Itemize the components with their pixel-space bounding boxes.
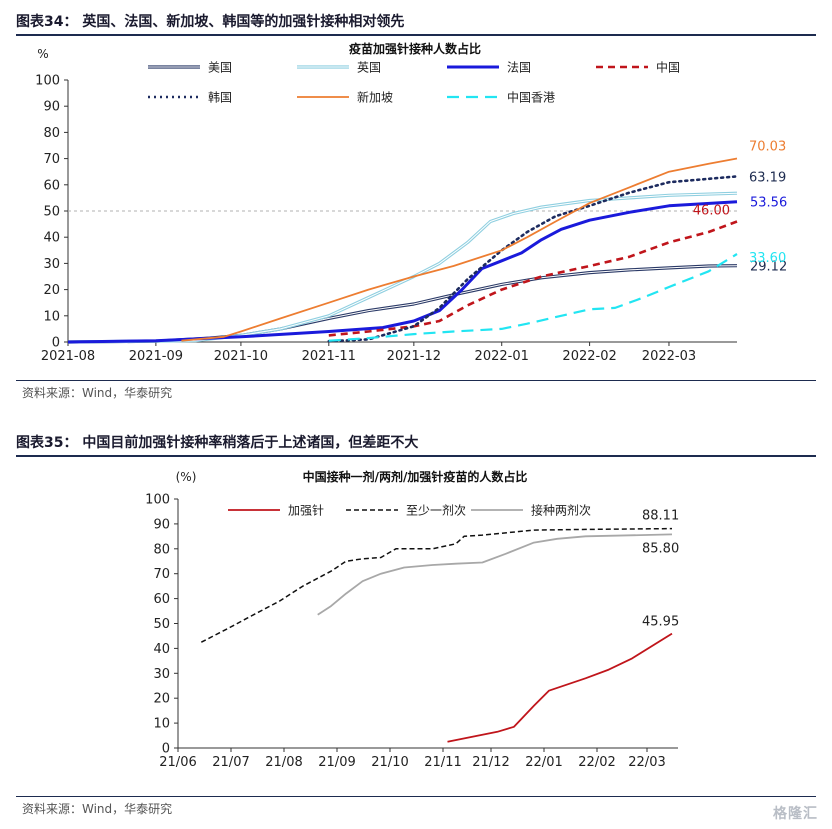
legend-label-英国: 英国	[357, 61, 381, 75]
y-tick-label: 10	[153, 717, 170, 732]
x-tick-label: 2021-11	[302, 349, 356, 364]
y-tick-label: 40	[153, 642, 170, 657]
y-tick-label: 50	[43, 205, 60, 220]
legend-label-中国香港: 中国香港	[507, 90, 555, 105]
x-tick-label: 21/11	[424, 755, 461, 770]
y-tick-label: 100	[145, 493, 170, 508]
legend-label-至少一剂次: 至少一剂次	[406, 503, 466, 518]
end-label-中国香港: 33.60	[749, 251, 786, 266]
legend-label-韩国: 韩国	[208, 90, 232, 105]
x-tick-label: 2021-12	[387, 349, 441, 364]
x-tick-label: 22/01	[525, 755, 562, 770]
x-tick-label: 2021-09	[129, 349, 183, 364]
end-label-至少一剂次: 88.11	[642, 509, 679, 524]
y-tick-label: 100	[35, 74, 60, 89]
y-tick-label: 70	[153, 567, 170, 582]
legend-label-加强针: 加强针	[288, 503, 324, 518]
source-rule-2	[16, 796, 816, 797]
series-line-法国	[67, 200, 738, 344]
y-tick-label: 60	[43, 178, 60, 193]
legend-label-法国: 法国	[507, 61, 531, 75]
series-line-至少一剂次	[200, 527, 673, 643]
x-tick-label: 21/08	[265, 755, 302, 770]
y-tick-label: 90	[43, 100, 60, 115]
series-line-韩国	[327, 175, 739, 343]
y-tick-label: 90	[153, 517, 170, 532]
y-tick-label: 20	[43, 283, 60, 298]
x-tick-label: 2021-08	[41, 349, 95, 364]
x-tick-label: 2022-01	[475, 349, 529, 364]
y-tick-label: 30	[43, 257, 60, 272]
y-tick-label: 80	[43, 126, 60, 141]
legend-label-美国: 美国	[208, 61, 232, 75]
legend-label-中国: 中国	[656, 60, 680, 75]
y-tick-label: 60	[153, 592, 170, 607]
figure-34-source: 资料来源：Wind，华泰研究	[22, 386, 173, 400]
legend-label-接种两剂次: 接种两剂次	[531, 503, 591, 518]
x-tick-label: 22/02	[578, 755, 615, 770]
booster-rate-chart: 疫苗加强针接种人数占比% 0 10 20 30 40 50 60 70 80 90 100 2021-0…	[35, 41, 787, 364]
caption-rule-top	[16, 34, 816, 36]
chart-title: 疫苗加强针接种人数占比	[349, 41, 481, 56]
caption-rule-top-2	[16, 455, 816, 457]
watermark-logo: 格隆汇	[773, 806, 818, 822]
y-tick-label: 10	[43, 309, 60, 324]
end-label-加强针: 45.95	[642, 615, 679, 630]
x-tick-label: 2022-03	[642, 349, 696, 364]
y-tick-label: 50	[153, 617, 170, 632]
x-tick-label: 21/09	[318, 755, 355, 770]
x-tick-label: 22/03	[628, 755, 665, 770]
figure-35-caption: 图表35： 中国目前加强针接种率稍落后于上述诸国，但差距不大	[16, 435, 419, 451]
end-label-韩国: 63.19	[749, 170, 786, 185]
y-tick-label: 20	[153, 692, 170, 707]
end-label-新加坡: 70.03	[749, 140, 786, 155]
x-tick-label: 2021-10	[214, 349, 268, 364]
series-line-新加坡	[181, 157, 738, 342]
china-vaccination-chart: 中国接种一剂/两剂/加强针疫苗的人数占比 (%) 0 10 20 30 40 50 60 70 80…	[145, 469, 679, 770]
y-tick-label: 0	[52, 336, 60, 351]
end-label-接种两剂次: 85.80	[642, 541, 679, 556]
x-tick-label: 21/06	[159, 755, 196, 770]
series-line-英国	[67, 191, 738, 344]
figure-35-source: 资料来源：Wind，华泰研究	[22, 802, 173, 816]
x-tick-label: 21/07	[212, 755, 249, 770]
series-line-inner-英国	[67, 192, 738, 343]
y-tick-label: 40	[43, 231, 60, 246]
y-tick-label: 30	[153, 667, 170, 682]
x-tick-label: 2022-02	[562, 349, 616, 364]
series-line-中国香港	[328, 253, 738, 342]
x-tick-label: 21/10	[371, 755, 408, 770]
end-label-中国: 46.00	[693, 203, 730, 218]
y-axis-label: (%)	[176, 470, 197, 484]
end-label-法国: 53.56	[750, 196, 787, 211]
series-line-加强针	[447, 632, 673, 743]
y-axis-label: %	[37, 47, 48, 61]
y-tick-label: 0	[162, 742, 170, 757]
series-line-接种两剂次	[317, 533, 673, 616]
source-rule	[16, 380, 816, 381]
chart-title: 中国接种一剂/两剂/加强针疫苗的人数占比	[303, 469, 528, 484]
y-tick-label: 80	[153, 542, 170, 557]
figure-34-caption: 图表34： 英国、法国、新加坡、韩国等的加强针接种相对领先	[16, 14, 405, 30]
x-tick-label: 21/12	[472, 755, 509, 770]
y-tick-label: 70	[43, 152, 60, 167]
legend-label-新加坡: 新加坡	[357, 90, 393, 105]
end-label-美国: 29.12	[750, 260, 787, 275]
